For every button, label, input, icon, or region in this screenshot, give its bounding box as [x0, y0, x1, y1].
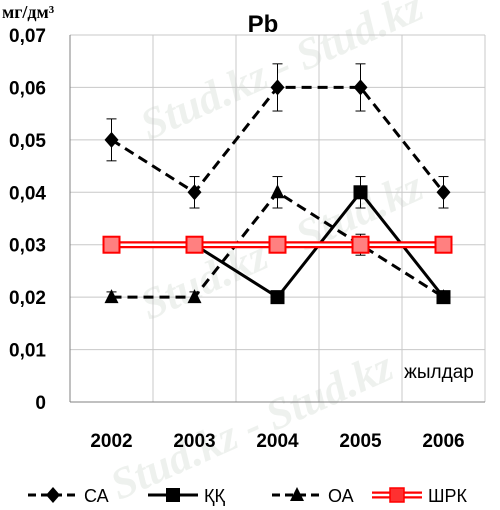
series-СА-point	[187, 184, 202, 201]
series-ҚҚ-point	[270, 290, 285, 305]
y-axis-unit-label: мг/дм³	[2, 2, 55, 22]
series-ОА-point	[436, 289, 451, 304]
legend: СА ҚҚ ОА ШРК	[28, 486, 468, 506]
series-ОА-point	[187, 289, 202, 304]
x-tick-label: 2002	[90, 431, 132, 452]
y-tick-label: 0,04	[9, 183, 46, 204]
legend-СА-label: СА	[84, 486, 109, 506]
x-tick-label: 2006	[422, 431, 464, 452]
y-tick-label: 0,01	[9, 341, 46, 362]
series-СА-point	[436, 184, 451, 201]
series-ШРК-point	[185, 235, 204, 254]
series-ҚҚ-point	[353, 185, 368, 200]
legend-ШРК-label: ШРК	[428, 486, 468, 506]
series-ШРК-point	[434, 235, 453, 254]
series-ШРК-point	[102, 235, 121, 254]
y-tick-labels: 0 0,01 0,02 0,03 0,04 0,05 0,06 0,07	[9, 26, 46, 414]
series-СА-point	[353, 79, 368, 96]
series-СА-point	[270, 79, 285, 96]
y-tick-label: 0,07	[9, 26, 46, 47]
legend-ОА-marker	[290, 487, 304, 501]
series-СА-point	[104, 131, 119, 148]
series-layer	[102, 63, 453, 305]
x-tick-label: 2003	[173, 431, 215, 452]
chart-title: Pb	[248, 11, 279, 38]
axes	[69, 35, 485, 403]
y-tick-label: 0,02	[9, 288, 46, 309]
series-ШРК-point	[268, 235, 287, 254]
legend-ОА-label: ОА	[328, 486, 354, 506]
y-tick-label: 0,05	[9, 131, 46, 152]
series-ШРК-point	[351, 235, 370, 254]
x-tick-label: 2004	[256, 431, 299, 452]
y-tick-label: 0,06	[9, 78, 46, 99]
x-tick-labels: 2002 2003 2004 2005 2006	[90, 431, 464, 452]
y-tick-label: 0,03	[9, 236, 46, 257]
legend-ҚҚ-label: ҚҚ	[204, 486, 225, 506]
legend-СА-marker	[46, 487, 60, 503]
x-tick-label: 2005	[339, 431, 382, 452]
y-tick-label: 0	[35, 393, 46, 414]
series-ОА-point	[270, 184, 285, 199]
series-ОА-point	[104, 289, 119, 304]
legend-ШРК-marker	[389, 487, 405, 503]
legend-ҚҚ-marker	[166, 488, 180, 502]
x-axis-label: жылдар	[404, 362, 474, 383]
